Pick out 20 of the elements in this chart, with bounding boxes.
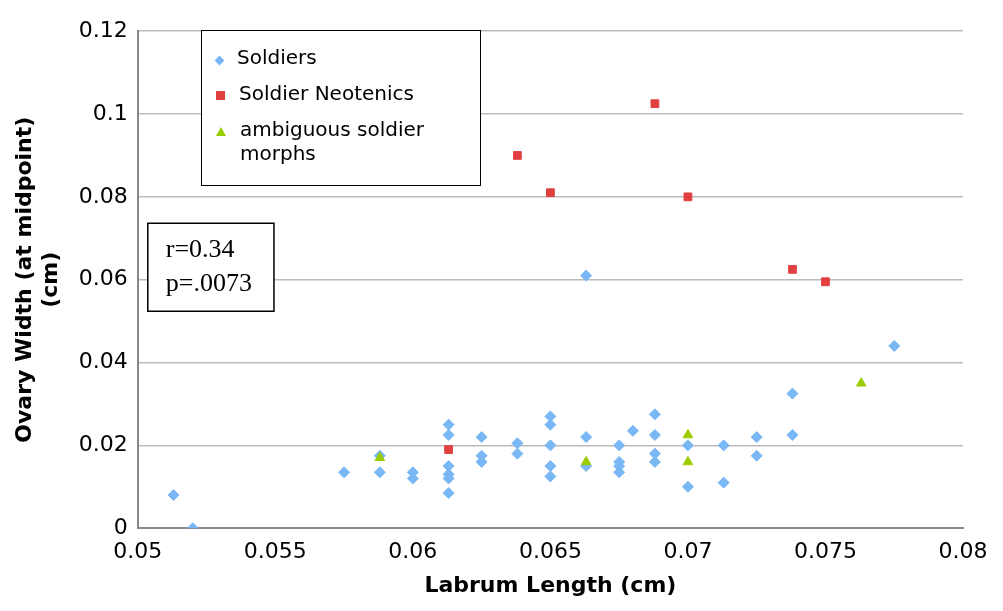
x-tick-label: 0.08	[938, 538, 988, 564]
y-axis-title: Ovary Width (at midpoint) (cm)	[10, 116, 63, 443]
y-tick-label: 0	[113, 513, 128, 539]
y-tick-label: 0.1	[92, 99, 128, 125]
x-tick-label: 0.065	[518, 538, 582, 564]
y-tick-label: 0.04	[78, 348, 128, 374]
y-tick-label: 0.02	[78, 431, 128, 457]
x-tick-label: 0.07	[663, 538, 713, 564]
x-tick-label: 0.055	[243, 538, 307, 564]
x-tick-label: 0.06	[388, 538, 438, 564]
y-tick-label: 0.08	[78, 182, 128, 208]
legend-label: Soldier Neotenics	[239, 81, 414, 105]
annotation: r=0.34 p=.0073	[165, 234, 252, 298]
x-tick-label: 0.05	[113, 538, 163, 564]
x-axis-title: Labrum Length (cm)	[424, 571, 677, 597]
y-tick-label: 0.12	[78, 16, 128, 42]
legend-label: Soldiers	[237, 45, 317, 69]
legend-label: ambiguous soldier morphs	[240, 117, 426, 165]
x-tick-label: 0.075	[793, 538, 857, 564]
y-tick-label: 0.06	[78, 265, 128, 291]
